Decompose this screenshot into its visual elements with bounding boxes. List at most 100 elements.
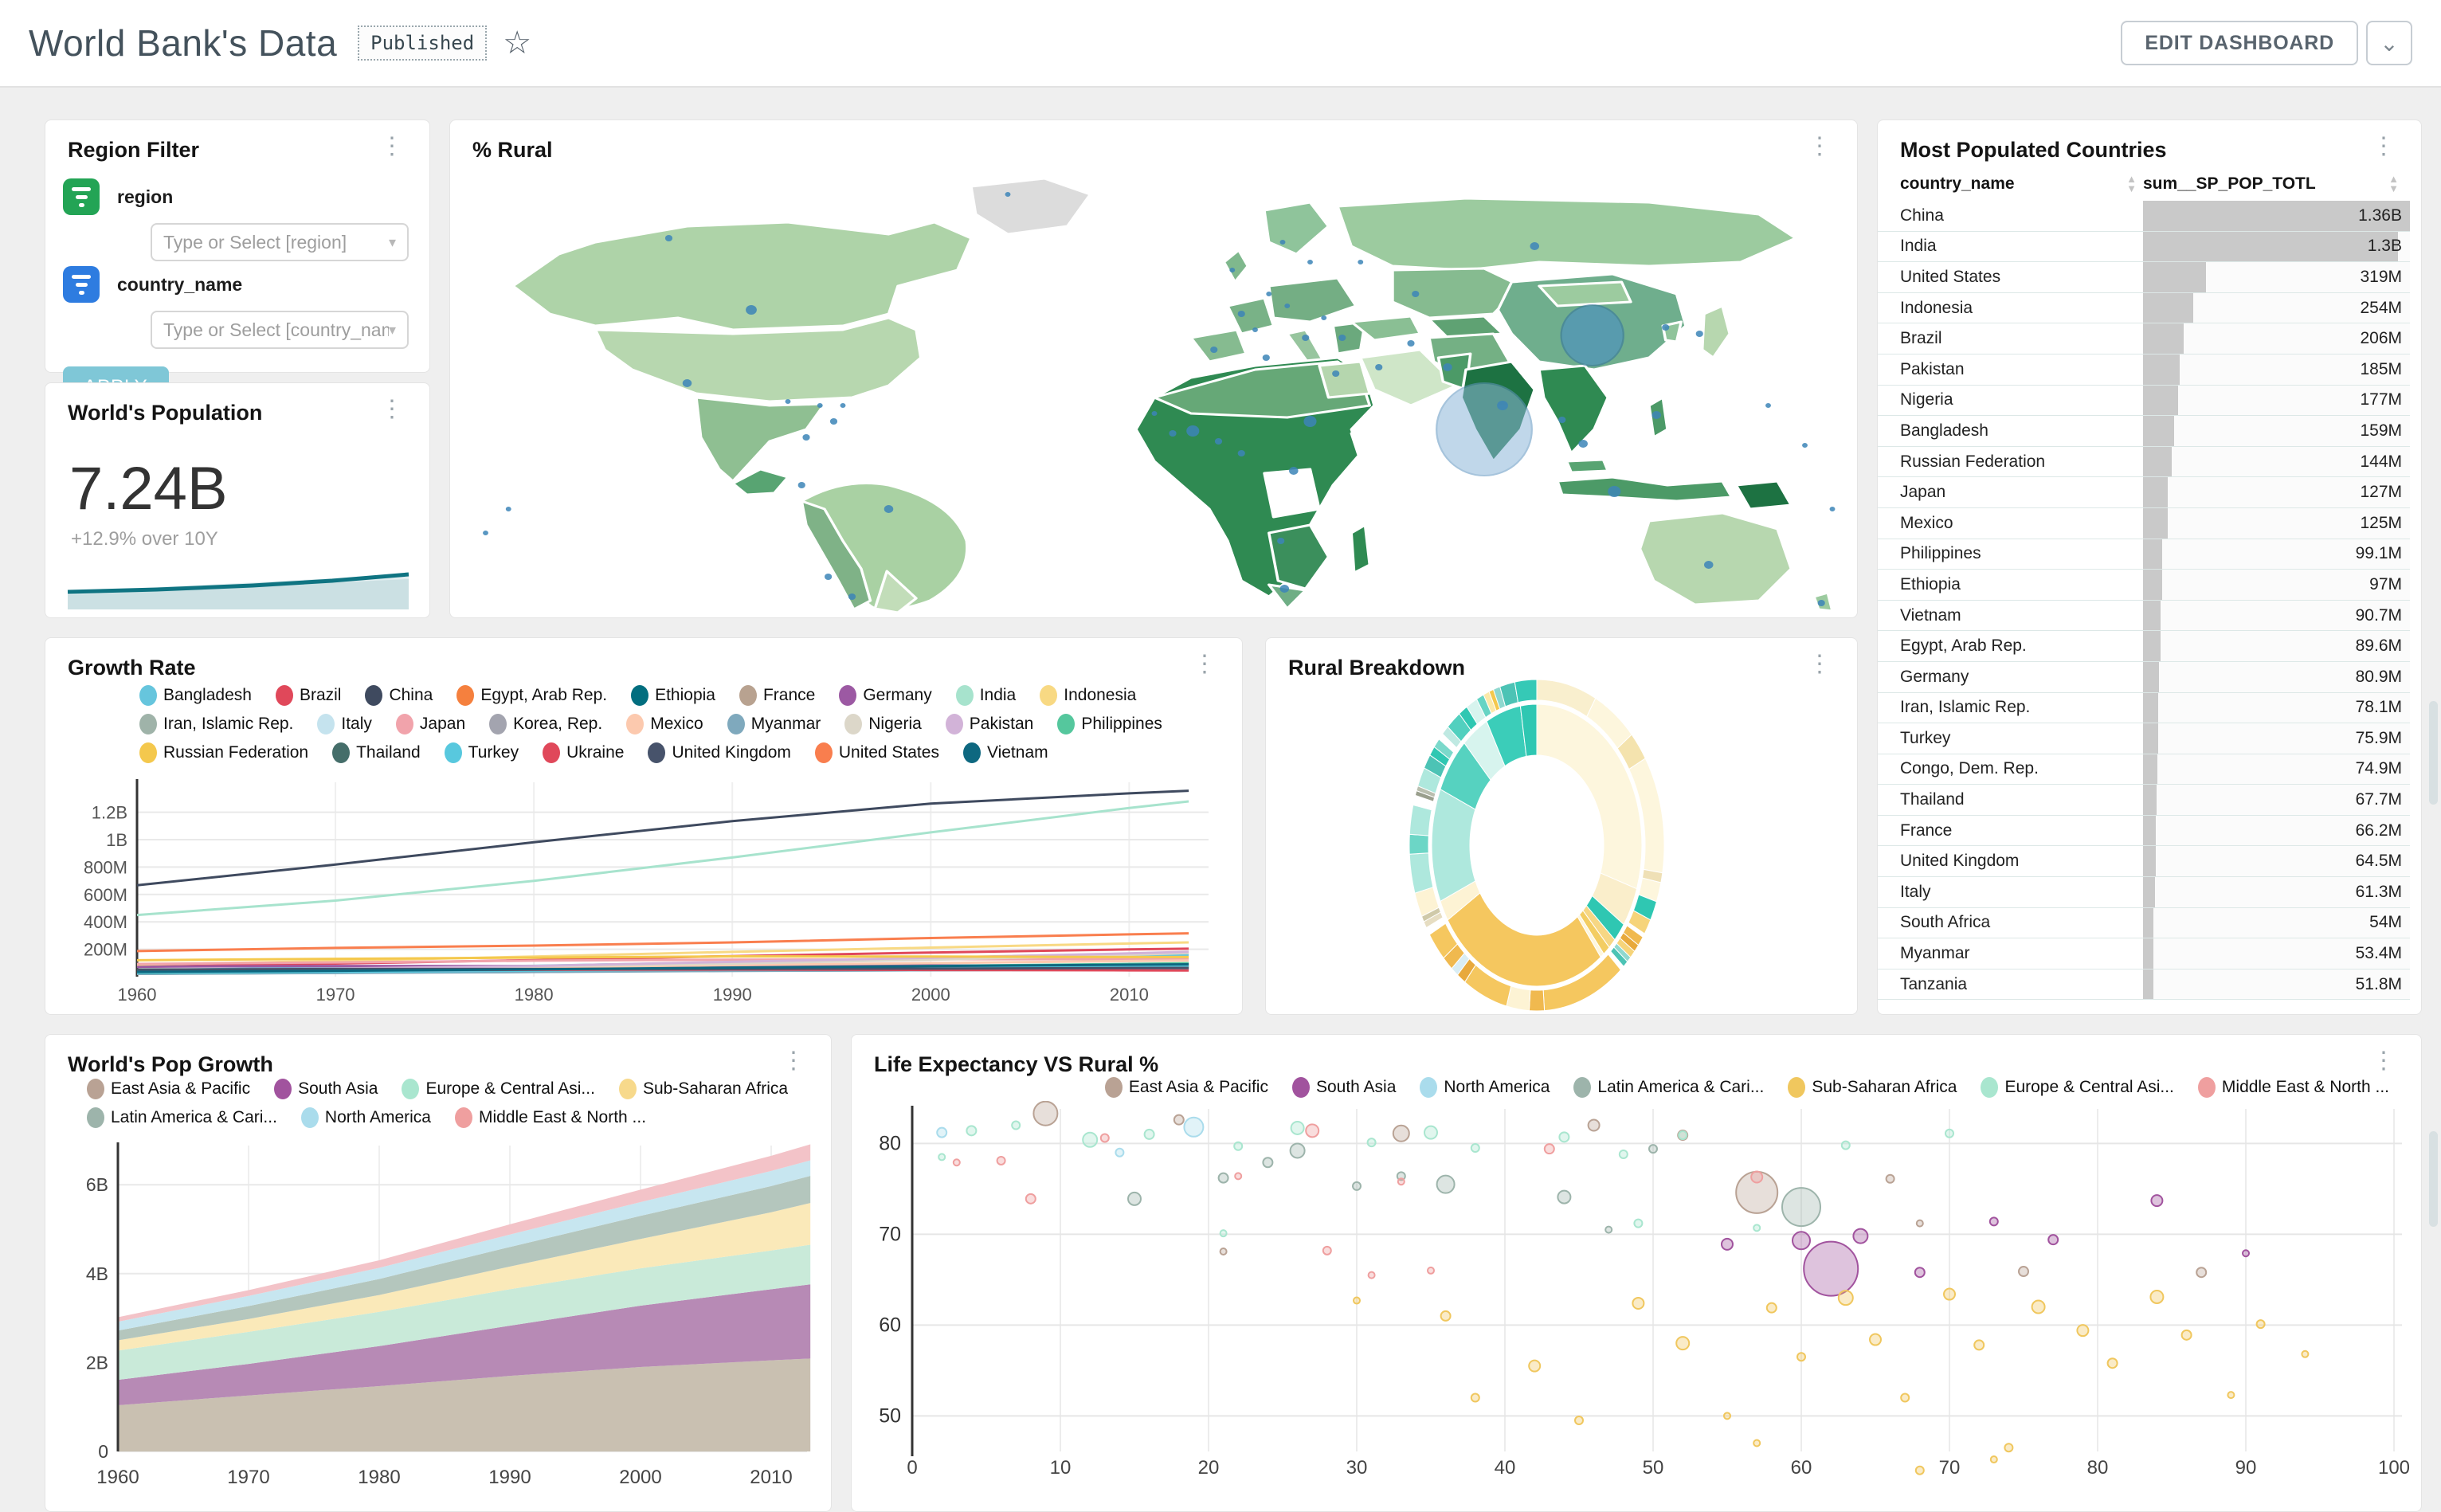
population-value: 54M <box>2369 913 2402 932</box>
edit-dashboard-button[interactable]: EDIT DASHBOARD <box>2121 21 2358 65</box>
legend-item[interactable]: Indonesia <box>1040 685 1136 706</box>
favorite-star-icon[interactable]: ☆ <box>503 25 532 61</box>
legend-item[interactable]: Brazil <box>275 685 341 706</box>
table-cell-country: Egypt, Arab Rep. <box>1900 637 2027 656</box>
legend-item[interactable]: North America <box>1420 1077 1550 1098</box>
kebab-menu-icon[interactable]: ⋮ <box>380 396 404 422</box>
population-value: 67.7M <box>2355 790 2402 809</box>
table-cell-country: Ethiopia <box>1900 574 1961 593</box>
svg-text:60: 60 <box>879 1314 901 1336</box>
legend-item[interactable]: France <box>739 685 815 706</box>
legend-item[interactable]: Philippines <box>1057 714 1162 734</box>
card-title: Growth Rate <box>68 656 196 680</box>
life-expectancy-chart[interactable]: 80 70 60 50 0 10 20 30 40 50 60 70 80 90 100 <box>856 1101 2412 1483</box>
legend-label: United States <box>838 743 939 762</box>
population-bar <box>2143 631 2161 661</box>
legend-item[interactable]: Japan <box>395 714 465 734</box>
legend-label: Middle East & North ... <box>478 1108 647 1126</box>
legend-item[interactable]: Sub-Saharan Africa <box>1788 1077 1957 1098</box>
page-scrollbar-thumb[interactable] <box>2429 1131 2438 1227</box>
legend-item[interactable]: United States <box>814 742 939 763</box>
svg-text:30: 30 <box>1346 1457 1368 1479</box>
legend-item[interactable]: Latin America & Cari... <box>87 1107 277 1128</box>
legend-item[interactable]: Thailand <box>332 742 421 763</box>
legend-item[interactable]: Myanmar <box>727 714 821 734</box>
legend-item[interactable]: United Kingdom <box>648 742 791 763</box>
legend-item[interactable]: Italy <box>317 714 372 734</box>
legend-item[interactable]: India <box>955 685 1016 706</box>
column-header-population[interactable]: sum__SP_POP_TOTL ▲ ▼ <box>2143 174 2405 194</box>
kebab-menu-icon[interactable]: ⋮ <box>1808 133 1832 159</box>
region-select-input[interactable]: Type or Select [region] ▾ <box>151 223 409 261</box>
legend-item[interactable]: Egypt, Arab Rep. <box>456 685 607 706</box>
legend-label: Middle East & North ... <box>2221 1078 2389 1096</box>
country-select-input[interactable]: Type or Select [country_name] ▾ <box>151 311 409 349</box>
legend-item[interactable]: East Asia & Pacific <box>87 1079 250 1099</box>
table-row: Pakistan 185M <box>1878 354 2410 386</box>
legend-item[interactable]: East Asia & Pacific <box>1104 1077 1268 1098</box>
legend-dot-icon <box>275 685 293 706</box>
svg-text:800M: 800M <box>84 857 127 877</box>
legend-item[interactable]: Russian Federation <box>139 742 308 763</box>
table-row: Brazil 206M <box>1878 323 2410 354</box>
kebab-menu-icon[interactable]: ⋮ <box>2372 133 2396 159</box>
rural-breakdown-donut[interactable] <box>1266 676 1858 1011</box>
pop-growth-chart[interactable]: 6B 4B 2B 0 1960 1970 1980 1990 2000 2010 <box>58 1130 813 1504</box>
legend-item[interactable]: Mexico <box>626 714 703 734</box>
legend-item[interactable]: Middle East & North ... <box>454 1107 647 1128</box>
legend-item[interactable]: Iran, Islamic Rep. <box>139 714 293 734</box>
region-select-placeholder: Type or Select [region] <box>163 231 347 253</box>
table-cell-country: United Kingdom <box>1900 852 2020 871</box>
legend-item[interactable]: Korea, Rep. <box>489 714 602 734</box>
legend-item[interactable]: Ukraine <box>543 742 624 763</box>
legend-label: Sub-Saharan Africa <box>642 1079 789 1098</box>
legend-item[interactable]: Germany <box>839 685 932 706</box>
legend-item[interactable]: Bangladesh <box>139 685 252 706</box>
legend-item[interactable]: Pakistan <box>945 714 1034 734</box>
table-row: Nigeria 177M <box>1878 385 2410 417</box>
kebab-menu-icon[interactable]: ⋮ <box>782 1048 805 1074</box>
legend-label: East Asia & Pacific <box>1128 1078 1268 1096</box>
legend-item[interactable]: Latin America & Cari... <box>1573 1077 1764 1098</box>
legend-item[interactable]: Sub-Saharan Africa <box>618 1079 789 1099</box>
table-cell-population: 80.9M <box>2143 661 2410 692</box>
legend-item[interactable]: Europe & Central Asi... <box>402 1079 595 1099</box>
legend-item[interactable]: Nigeria <box>844 714 922 734</box>
table-row: Iran, Islamic Rep. 78.1M <box>1878 692 2410 724</box>
table-row: Bangladesh 159M <box>1878 416 2410 447</box>
legend-label: Germany <box>863 686 932 704</box>
table-cell-population: 185M <box>2143 354 2410 385</box>
svg-text:1960: 1960 <box>96 1467 139 1488</box>
table-cell-population: 1.3B <box>2143 231 2410 262</box>
legend-item[interactable]: China <box>365 685 433 706</box>
table-row: Philippines 99.1M <box>1878 539 2410 570</box>
legend-item[interactable]: Vietnam <box>962 742 1048 763</box>
legend-label: Myanmar <box>750 715 821 733</box>
legend-item[interactable]: Ethiopia <box>631 685 715 706</box>
table-cell-country: Pakistan <box>1900 359 1965 378</box>
published-badge[interactable]: Published <box>358 25 488 61</box>
legend-item[interactable]: South Asia <box>1291 1077 1396 1098</box>
card-title: Most Populated Countries <box>1900 138 2167 162</box>
legend-item[interactable]: North America <box>300 1107 431 1128</box>
header-caret-button[interactable]: ⌄ <box>2366 21 2412 65</box>
svg-text:1970: 1970 <box>316 985 355 1005</box>
page-scrollbar-thumb[interactable] <box>2429 701 2438 805</box>
filter-field-label: country_name <box>117 273 243 295</box>
legend-item[interactable]: Turkey <box>444 742 519 763</box>
column-header-country[interactable]: country_name ▲ ▼ <box>1900 174 2143 194</box>
kebab-menu-icon[interactable]: ⋮ <box>1193 651 1217 677</box>
world-map[interactable] <box>458 166 1851 613</box>
table-cell-population: 54M <box>2143 907 2410 938</box>
legend-item[interactable]: Middle East & North ... <box>2197 1077 2389 1098</box>
legend-label: Sub-Saharan Africa <box>1812 1078 1957 1096</box>
kebab-menu-icon[interactable]: ⋮ <box>2372 1048 2396 1074</box>
kebab-menu-icon[interactable]: ⋮ <box>1808 651 1832 677</box>
table-row: Myanmar 53.4M <box>1878 938 2410 969</box>
growth-rate-chart[interactable]: 1.2B 1B 800M 600M 400M 200M 1960 1970 1980 1990 20… <box>61 768 1228 1015</box>
legend-label: Pakistan <box>969 715 1034 733</box>
legend-item[interactable]: Europe & Central Asi... <box>1981 1077 2174 1098</box>
legend-item[interactable]: South Asia <box>274 1079 378 1099</box>
svg-text:70: 70 <box>879 1223 901 1245</box>
kebab-menu-icon[interactable]: ⋮ <box>380 133 404 159</box>
